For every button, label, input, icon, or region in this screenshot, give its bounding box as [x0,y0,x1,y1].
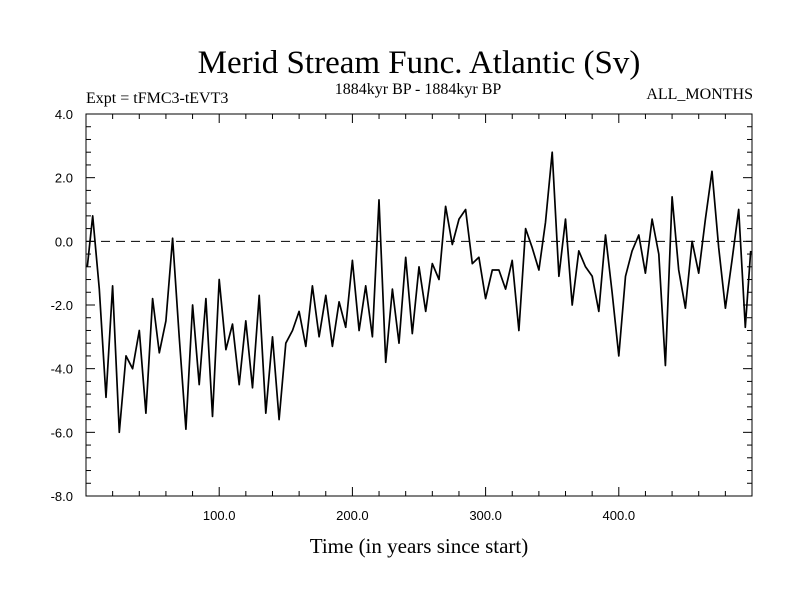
series-line-amoc [86,151,752,434]
plot-frame [85,113,753,497]
y-tick-label: 2.0 [55,171,73,186]
axis-ticks [86,113,752,497]
chart-title: Merid Stream Func. Atlantic (Sv) [198,45,641,81]
y-tick-label: -2.0 [51,298,73,313]
y-tick-label: -8.0 [51,489,73,504]
time-range-label: 1884kyr BP - 1884kyr BP [335,81,502,98]
x-tick-label: 100.0 [203,508,236,523]
y-tick-label: 0.0 [55,234,73,249]
x-tick-label: 200.0 [336,508,369,523]
x-axis-tick-labels: 100.0 200.0 300.0 400.0 [203,508,635,523]
experiment-label: Expt = tFMC3-tEVT3 [86,90,228,107]
x-tick-label: 300.0 [469,508,502,523]
x-tick-label: 400.0 [603,508,636,523]
y-tick-label: 4.0 [55,107,73,122]
y-tick-label: -4.0 [51,362,73,377]
months-label: ALL_MONTHS [646,86,753,103]
y-axis-tick-labels: -8.0 -6.0 -4.0 -2.0 0.0 2.0 4.0 [51,107,73,504]
x-axis-label: Time (in years since start) [310,534,529,558]
y-tick-label: -6.0 [51,425,73,440]
